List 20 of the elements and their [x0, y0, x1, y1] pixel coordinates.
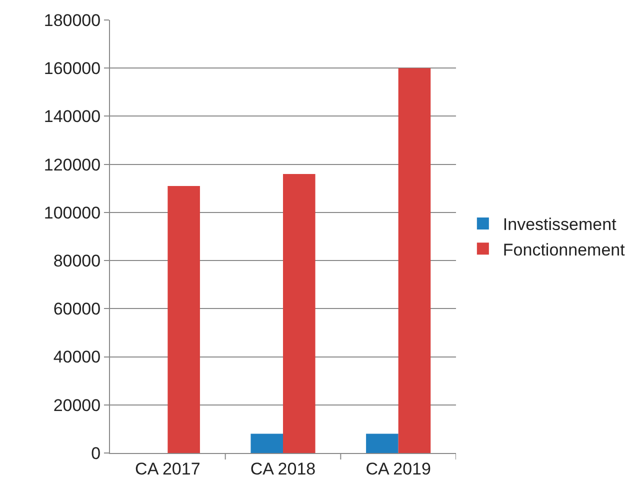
y-tick-label: 20000 — [53, 396, 101, 415]
bar — [398, 68, 431, 453]
y-tick-label: 0 — [91, 444, 101, 463]
x-tick-label: CA 2018 — [250, 459, 316, 478]
legend-label: Investissement — [502, 215, 617, 234]
bar — [250, 434, 283, 453]
bar — [366, 434, 398, 453]
y-tick-label: 120000 — [44, 155, 101, 174]
y-tick-label: 40000 — [53, 348, 101, 367]
x-tick-label: CA 2017 — [135, 459, 200, 478]
y-tick-label: 160000 — [44, 59, 101, 78]
y-tick-label: 60000 — [53, 300, 101, 319]
y-tick-label: 140000 — [44, 107, 101, 126]
legend-label: Fonctionnement — [502, 240, 626, 260]
bar — [168, 186, 200, 453]
x-tick-label: CA 2019 — [366, 459, 431, 478]
y-tick-label: 80000 — [53, 252, 101, 271]
y-tick-label: 100000 — [44, 203, 101, 222]
y-tick-label: 180000 — [44, 10, 101, 30]
bar — [283, 174, 316, 453]
